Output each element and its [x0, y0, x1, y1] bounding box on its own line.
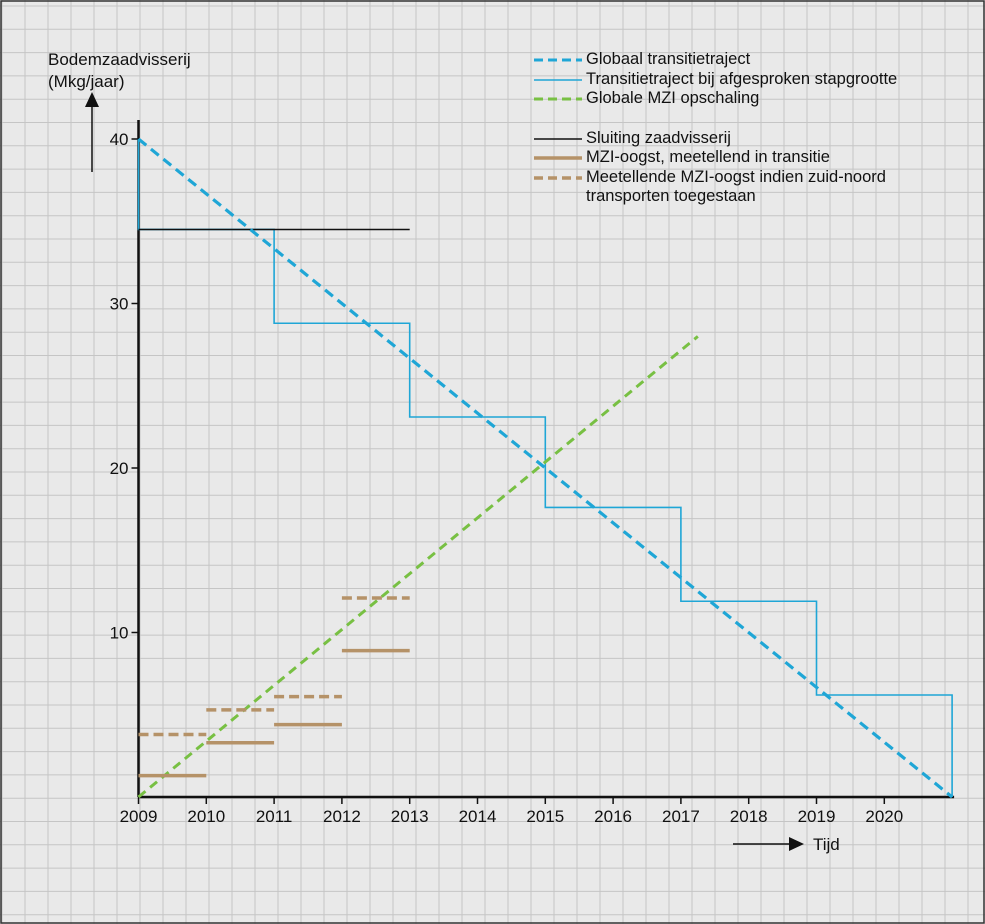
y-arrow-head-icon	[85, 92, 99, 107]
x-tick-label: 2012	[323, 807, 361, 826]
legend-swatch-globaal	[534, 58, 582, 62]
x-axis-label: Tijd	[813, 835, 840, 854]
legend-label-sluiting: Sluiting zaadvisserij	[586, 128, 731, 147]
series-globale-mzi-opschaling	[137, 335, 699, 799]
legend-item-oogst: MZI-oogst, meetellend in transitie	[532, 148, 966, 168]
y-tick-label: 40	[110, 130, 129, 149]
legend-swatch-oogst	[534, 156, 582, 160]
x-tick-label: 2009	[120, 807, 158, 826]
x-tick-label: 2019	[798, 807, 836, 826]
legend-item-mzi: Globale MZI opschaling	[532, 89, 966, 109]
legend-label-mzi: Globale MZI opschaling	[586, 89, 760, 107]
x-tick-label: 2015	[526, 807, 564, 826]
legend-item-oogst-transport: Meetellende MZI-oogst indien zuid-noord …	[532, 168, 966, 207]
legend-swatch-sluiting	[534, 137, 582, 140]
legend-label-stap: Transitietraject bij afgesproken stapgro…	[586, 69, 898, 88]
x-tick-label: 2011	[256, 807, 293, 826]
x-tick-label: 2010	[187, 807, 225, 826]
legend-label-oogst-transport: Meetellende MZI-oogst indien zuid-noord …	[586, 167, 886, 206]
x-tick-label: 2016	[594, 807, 632, 826]
legend-swatch-oogst-transport	[534, 175, 582, 180]
y-tick-label: 30	[110, 295, 129, 314]
legend-item-stap: Transitietraject bij afgesproken stapgro…	[532, 70, 966, 90]
x-arrow-head-icon	[789, 837, 804, 851]
y-axis-label-line-1: Bodemzaadvisserij	[48, 50, 191, 69]
x-tick-label: 2013	[391, 807, 429, 826]
legend: Globaal transitietraject Transitietrajec…	[532, 50, 966, 207]
x-tick-label: 2018	[730, 807, 768, 826]
legend-item-globaal: Globaal transitietraject	[532, 50, 966, 70]
legend-swatch-mzi	[534, 97, 582, 101]
legend-swatch-stap	[534, 78, 582, 81]
series-globaal-transitietraject	[137, 137, 954, 799]
y-tick-label: 10	[110, 624, 129, 643]
x-tick-label: 2020	[865, 807, 903, 826]
legend-label-oogst: MZI-oogst, meetellend in transitie	[586, 148, 830, 166]
x-tick-label: 2014	[459, 807, 497, 826]
y-axis-label-line-2: (Mkg/jaar)	[48, 72, 125, 91]
y-tick-label: 20	[110, 459, 129, 478]
x-tick-label: 2017	[662, 807, 700, 826]
legend-label-globaal: Globaal transitietraject	[586, 50, 751, 68]
legend-item-sluiting: Sluiting zaadvisserij	[532, 129, 966, 149]
